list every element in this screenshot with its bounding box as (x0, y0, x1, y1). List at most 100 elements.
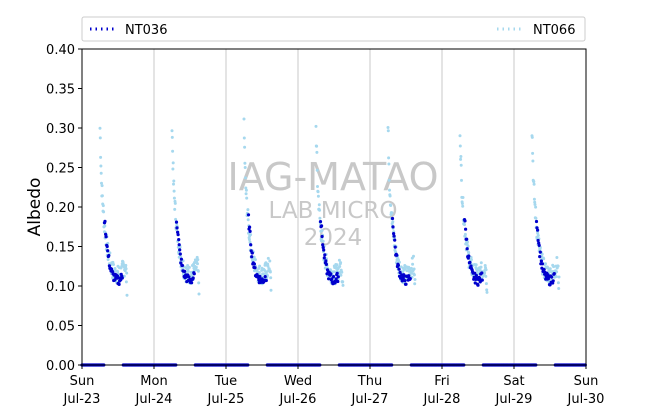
point-nt036 (179, 257, 183, 261)
point-nt036 (177, 238, 181, 242)
point-nt036 (539, 259, 544, 263)
point-nt066 (386, 126, 390, 129)
point-nt036 (329, 272, 333, 276)
point-nt066 (316, 194, 320, 198)
point-nt036 (176, 230, 180, 234)
point-nt066 (242, 136, 246, 140)
point-nt036 (335, 271, 339, 275)
point-nt066 (268, 259, 272, 263)
point-nt066 (172, 196, 176, 200)
point-nt066 (187, 265, 191, 269)
x-tick-date: Jul-26 (279, 392, 317, 407)
point-nt036 (318, 220, 323, 224)
point-nt066 (266, 256, 270, 260)
point-nt036 (175, 226, 179, 230)
point-nt036 (183, 269, 187, 273)
point-nt036 (323, 253, 327, 257)
point-nt066 (170, 129, 174, 133)
point-nt066 (483, 264, 487, 267)
point-nt036 (104, 235, 108, 239)
point-nt066 (557, 275, 561, 279)
point-nt036 (320, 234, 324, 239)
y-tick-label: 0.20 (46, 201, 75, 216)
point-nt036 (465, 247, 469, 251)
point-nt036 (322, 256, 326, 260)
point-nt036 (467, 254, 471, 258)
point-nt066 (389, 204, 393, 207)
point-nt066 (555, 256, 559, 259)
x-tick-date: Jul-27 (351, 392, 389, 407)
point-nt036 (258, 274, 262, 279)
point-nt066 (556, 281, 560, 285)
point-nt066 (101, 204, 105, 208)
point-nt066 (552, 265, 556, 269)
point-nt036 (536, 228, 540, 232)
point-nt066 (196, 258, 200, 262)
x-tick-date: Jul-29 (495, 392, 533, 407)
point-nt036 (540, 262, 545, 266)
point-nt036 (407, 274, 411, 278)
point-nt036 (393, 245, 397, 249)
point-nt066 (458, 134, 462, 138)
point-nt036 (550, 275, 554, 279)
point-nt066 (390, 211, 394, 215)
point-nt066 (245, 196, 249, 200)
point-nt036 (331, 275, 336, 279)
point-nt036 (321, 245, 325, 250)
point-nt066 (484, 268, 488, 272)
point-nt066 (485, 288, 489, 292)
legend-label-nt036: NT036 (125, 23, 167, 38)
point-nt066 (387, 156, 391, 160)
point-nt036 (176, 233, 180, 237)
point-nt036 (538, 250, 542, 254)
legend-entry-nt036: NT036 (90, 23, 167, 38)
point-nt066 (186, 264, 190, 267)
x-axis: Sun Jul-23 Mon Jul-24 Tue Jul-25 Wed Jul-26 Thu J… (63, 365, 604, 407)
point-nt036 (248, 229, 252, 233)
y-tick-label: 0.15 (46, 241, 75, 256)
point-nt066 (474, 263, 478, 267)
point-nt066 (173, 207, 177, 211)
x-tick-day: Sun (574, 374, 599, 389)
point-nt066 (172, 182, 175, 186)
x-tick-date: Jul-24 (135, 392, 173, 407)
point-nt036 (259, 280, 263, 284)
point-nt066 (386, 129, 390, 133)
y-tick-label: 0.40 (46, 43, 75, 58)
point-nt066 (100, 194, 104, 198)
point-nt036 (336, 275, 340, 279)
point-nt066 (316, 190, 320, 194)
point-nt036 (542, 268, 546, 272)
point-nt066 (125, 293, 129, 297)
y-tick-label: 0.10 (46, 280, 75, 295)
point-nt066 (458, 144, 462, 148)
y-tick-label: 0.05 (46, 320, 75, 335)
point-nt066 (413, 278, 417, 281)
x-tick-date: Jul-25 (207, 392, 245, 407)
point-nt036 (552, 272, 556, 276)
point-nt036 (180, 263, 184, 268)
y-tick-label: 0.35 (46, 83, 75, 98)
x-tick-day: Fri (434, 374, 450, 389)
point-nt036 (473, 271, 477, 275)
point-nt066 (243, 145, 247, 149)
point-nt036 (392, 234, 396, 238)
point-nt036 (327, 277, 331, 281)
point-nt036 (476, 283, 480, 287)
point-nt066 (332, 270, 336, 274)
point-nt066 (244, 176, 247, 180)
y-tick-label: 0.30 (46, 122, 75, 137)
point-nt036 (249, 243, 253, 247)
point-nt066 (315, 168, 319, 172)
point-nt066 (173, 201, 177, 205)
x-tick-date: Jul-28 (423, 392, 461, 407)
point-nt066 (194, 265, 198, 269)
point-nt066 (98, 136, 102, 140)
point-nt066 (556, 264, 560, 268)
point-nt066 (178, 245, 182, 249)
point-nt066 (484, 282, 488, 286)
point-nt066 (544, 262, 547, 266)
point-nt036 (178, 248, 182, 252)
point-nt066 (338, 265, 342, 268)
